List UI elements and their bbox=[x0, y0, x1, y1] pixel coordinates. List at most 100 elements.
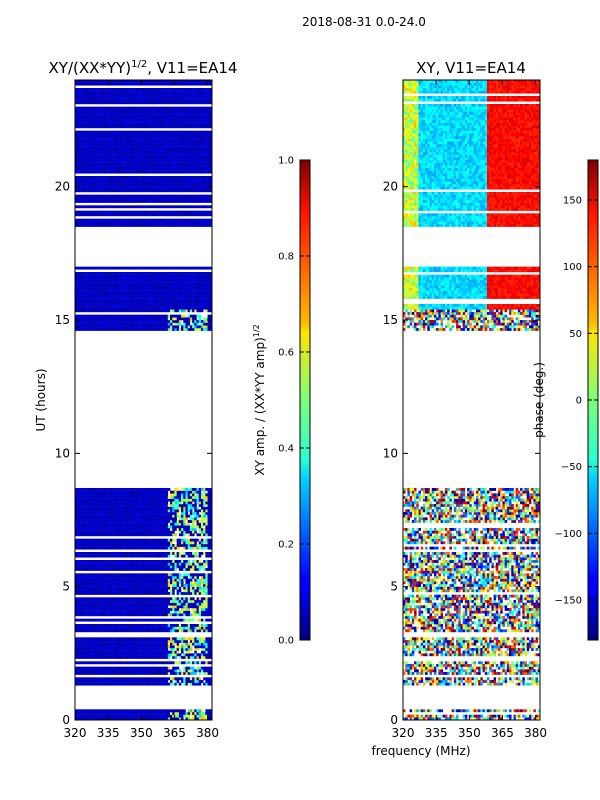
amplitude-cell bbox=[108, 709, 111, 713]
amplitude-cell bbox=[147, 488, 151, 491]
amplitude-cell bbox=[161, 677, 164, 681]
amplitude-cell bbox=[178, 602, 182, 606]
amplitude-cell bbox=[198, 490, 202, 494]
amplitude-cell bbox=[174, 490, 177, 494]
amplitude-cell bbox=[189, 680, 193, 683]
amplitude-cell bbox=[128, 573, 131, 577]
amplitude-cell bbox=[183, 589, 186, 593]
amplitude-cell bbox=[209, 320, 212, 323]
amplitude-cell bbox=[141, 290, 144, 294]
amplitude-cell bbox=[143, 560, 147, 563]
amplitude-cell bbox=[161, 541, 164, 545]
amplitude-cell bbox=[167, 618, 171, 622]
amplitude-cell bbox=[145, 589, 149, 593]
amplitude-cell bbox=[174, 514, 177, 518]
amplitude-cell bbox=[79, 645, 82, 649]
amplitude-cell bbox=[192, 717, 195, 720]
amplitude-cell bbox=[81, 565, 85, 569]
amplitude-cell bbox=[101, 581, 105, 585]
amplitude-cell bbox=[105, 592, 109, 595]
amplitude-cell bbox=[132, 709, 135, 713]
amplitude-cell bbox=[150, 301, 153, 305]
amplitude-cell bbox=[79, 661, 82, 665]
amplitude-cell bbox=[161, 618, 164, 622]
amplitude-cell bbox=[198, 592, 202, 595]
amplitude-cell bbox=[200, 592, 204, 595]
amplitude-cell bbox=[128, 488, 131, 491]
amplitude-cell bbox=[77, 554, 80, 558]
amplitude-cell bbox=[194, 709, 197, 713]
amplitude-cell bbox=[194, 682, 197, 686]
amplitude-cell bbox=[97, 325, 100, 329]
amplitude-cell bbox=[183, 506, 186, 510]
amplitude-cell bbox=[203, 592, 206, 595]
amplitude-cell bbox=[152, 682, 155, 686]
amplitude-cell bbox=[101, 608, 105, 611]
amplitude-cell bbox=[75, 488, 78, 491]
amplitude-cell bbox=[158, 714, 162, 718]
amplitude-cell bbox=[94, 314, 98, 318]
amplitude-cell bbox=[110, 592, 113, 595]
amplitude-cell bbox=[116, 568, 120, 571]
amplitude-cell bbox=[154, 584, 158, 587]
amplitude-cell bbox=[97, 565, 100, 569]
amplitude-cell bbox=[97, 650, 100, 654]
amplitude-cell bbox=[185, 610, 188, 614]
amplitude-cell bbox=[178, 709, 182, 713]
amplitude-cell bbox=[134, 296, 138, 299]
amplitude-cell bbox=[134, 520, 138, 523]
amplitude-cell bbox=[165, 522, 169, 526]
amplitude-cell bbox=[145, 642, 149, 646]
amplitude-cell bbox=[134, 640, 138, 643]
amplitude-cell bbox=[152, 589, 155, 593]
amplitude-cell bbox=[123, 514, 127, 518]
amplitude-cell bbox=[81, 605, 85, 609]
amplitude-cell bbox=[121, 282, 124, 286]
amplitude-cell bbox=[165, 666, 169, 670]
amplitude-cell bbox=[125, 488, 129, 491]
amplitude-cell bbox=[196, 568, 200, 571]
amplitude-cell bbox=[94, 541, 98, 545]
amplitude-cell bbox=[176, 626, 180, 630]
amplitude-cell bbox=[83, 586, 87, 590]
amplitude-cell bbox=[88, 581, 91, 585]
amplitude-cell bbox=[139, 584, 142, 587]
amplitude-cell bbox=[145, 490, 149, 494]
amplitude-cell bbox=[174, 709, 177, 713]
amplitude-cell bbox=[79, 538, 82, 542]
amplitude-cell bbox=[99, 624, 102, 627]
amplitude-cell bbox=[83, 488, 87, 491]
amplitude-cell bbox=[77, 512, 80, 515]
amplitude-cell bbox=[200, 584, 204, 587]
amplitude-cell bbox=[119, 322, 122, 326]
amplitude-cell bbox=[77, 637, 80, 641]
amplitude-cell bbox=[121, 309, 124, 313]
amplitude-cell bbox=[192, 301, 195, 305]
amplitude-cell bbox=[114, 328, 118, 331]
amplitude-cell bbox=[86, 714, 89, 718]
amplitude-cell bbox=[121, 642, 124, 646]
amplitude-cell bbox=[121, 325, 124, 329]
amplitude-cell bbox=[90, 669, 93, 673]
amplitude-cell bbox=[187, 304, 191, 307]
amplitude-cell bbox=[97, 573, 100, 577]
amplitude-cell bbox=[101, 512, 105, 515]
amplitude-cell bbox=[123, 328, 127, 331]
amplitude-cell bbox=[81, 304, 85, 307]
amplitude-cell bbox=[116, 709, 120, 713]
amplitude-cell bbox=[119, 501, 122, 505]
amplitude-cell bbox=[178, 544, 182, 547]
amplitude-cell bbox=[141, 541, 144, 545]
amplitude-cell bbox=[116, 682, 120, 686]
amplitude-cell bbox=[97, 498, 100, 502]
amplitude-cell bbox=[143, 618, 147, 622]
amplitude-cell bbox=[181, 504, 184, 507]
amplitude-cell bbox=[174, 296, 177, 299]
amplitude-cell bbox=[88, 629, 91, 633]
amplitude-cell bbox=[119, 680, 122, 683]
amplitude-cell bbox=[92, 530, 96, 534]
amplitude-cell bbox=[170, 581, 173, 585]
amplitude-cell bbox=[178, 541, 182, 545]
amplitude-cell bbox=[178, 626, 182, 630]
amplitude-cell bbox=[158, 656, 162, 659]
